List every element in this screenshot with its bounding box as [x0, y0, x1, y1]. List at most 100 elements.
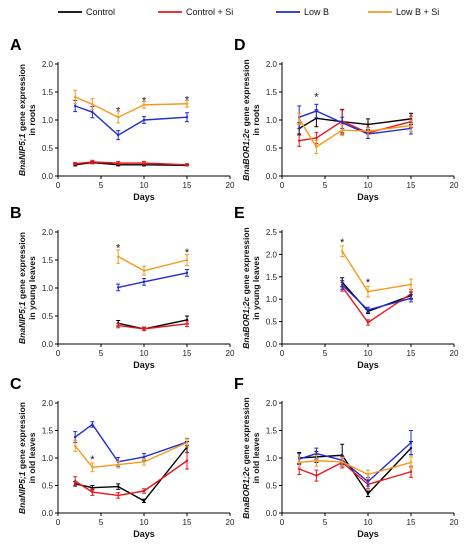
x-axis-label-F: Days — [357, 529, 379, 539]
data-point-B-2-2 — [185, 271, 189, 275]
data-point-F-0-3 — [366, 492, 370, 495]
y-axis-label-text-E: gene expression — [241, 227, 251, 296]
y-tick-label-B-3: 1.5 — [42, 256, 54, 265]
data-point-F-3-3 — [366, 473, 370, 476]
x-axis-label-A: Days — [133, 192, 155, 202]
significance-mark-D-0: * — [314, 91, 319, 103]
legend-label-3: Low B + Si — [396, 7, 439, 17]
x-axis-label-C: Days — [133, 529, 155, 539]
y-tick-label-E-3: 1.5 — [266, 273, 278, 282]
panel-label-F: F — [234, 376, 244, 393]
data-point-C-0-2 — [117, 485, 120, 488]
y-axis-label-C: BnaNIP5;1 gene expression — [17, 402, 27, 514]
panel-F: F 0 5 10 15 20 0.0 0.5 1.0 1.5 2.0 Days BnaBOR1;2c g… — [234, 376, 459, 539]
y-axis-label-text-D: gene expression — [241, 59, 251, 128]
x-tick-label-D-3: 15 — [407, 181, 416, 190]
y-tick-label-A-4: 2.0 — [42, 60, 54, 69]
y-axis-label-gene-B: BnaNIP5;1 — [17, 301, 27, 344]
panel-E: E 0 5 10 15 20 0.0 0.5 1.0 1.5 2.0 2.5 Days BnaBOR1;2… — [234, 205, 459, 370]
data-point-E-3-0 — [341, 250, 344, 253]
x-tick-label-A-2: 10 — [140, 181, 149, 190]
data-point-D-1-0 — [298, 139, 301, 142]
y-tick-label-D-4: 2.0 — [266, 60, 278, 69]
data-point-E-3-1 — [366, 290, 370, 293]
y-tick-label-D-2: 1.0 — [266, 116, 278, 125]
panel-label-E: E — [234, 205, 245, 222]
data-point-A-3-2 — [117, 116, 120, 119]
series-B-2 — [116, 269, 189, 292]
data-point-E-2-1 — [366, 308, 370, 312]
x-tick-label-C-3: 15 — [183, 518, 192, 527]
data-point-B-1-1 — [142, 327, 146, 331]
series-line-B-3 — [117, 256, 188, 272]
data-point-C-1-1 — [91, 490, 94, 494]
data-point-A-3-1 — [91, 103, 94, 106]
data-point-C-3-2 — [117, 463, 120, 466]
data-point-A-1-0 — [74, 162, 77, 165]
significance-mark-C-0: * — [90, 454, 95, 466]
x-tick-label-B-0: 0 — [56, 349, 61, 358]
series-C-3 — [73, 437, 189, 473]
x-tick-label-E-2: 10 — [364, 349, 373, 358]
data-point-C-0-3 — [142, 499, 146, 503]
data-point-A-3-0 — [74, 95, 77, 99]
series-B-1 — [116, 320, 189, 332]
data-point-F-3-2 — [341, 460, 344, 464]
y-tick-label-C-0: 0.0 — [42, 509, 54, 518]
data-point-C-1-4 — [185, 459, 189, 462]
data-point-C-1-3 — [142, 489, 146, 493]
y-axis-label-tissue-F: in old leaves — [251, 432, 261, 483]
panel-B: B 0 5 10 15 20 0.0 0.5 1.0 1.5 2.0 Days BnaNIP5;1 ge… — [10, 205, 235, 370]
legend-label-2: Low B — [304, 7, 329, 17]
data-point-D-3-3 — [366, 130, 370, 133]
significance-mark-A-2: * — [185, 94, 190, 106]
x-tick-label-A-0: 0 — [56, 181, 61, 190]
data-point-B-3-1 — [142, 269, 146, 272]
data-point-B-3-2 — [185, 258, 189, 262]
y-axis-label-tissue-D: in roots — [251, 104, 261, 135]
y-tick-label-C-1: 0.5 — [42, 482, 54, 491]
significance-mark-B-0: * — [116, 243, 121, 255]
legend-label-1: Control + Si — [186, 7, 233, 17]
x-tick-label-B-3: 15 — [183, 349, 192, 358]
significance-mark-A-0: * — [116, 105, 121, 117]
legend: Control Control + Si Low B Low B + Si — [58, 7, 439, 17]
series-E-1 — [340, 281, 413, 326]
series-A-2 — [73, 99, 189, 141]
y-axis-label-text-F: gene expression — [241, 397, 251, 466]
x-tick-label-E-3: 15 — [407, 349, 416, 358]
y-tick-label-E-1: 0.5 — [266, 318, 278, 327]
y-axis-label-B: BnaNIP5;1 gene expression — [17, 232, 27, 344]
data-point-C-3-3 — [142, 460, 146, 464]
series-E-3 — [340, 245, 413, 298]
series-line-E-3 — [341, 250, 412, 293]
series-B-3 — [116, 249, 189, 276]
x-tick-label-D-4: 20 — [450, 181, 459, 190]
data-point-B-2-1 — [142, 280, 146, 284]
data-point-E-2-0 — [341, 283, 344, 287]
y-tick-label-B-4: 2.0 — [42, 228, 54, 237]
data-point-A-2-0 — [74, 104, 77, 108]
x-tick-label-F-0: 0 — [280, 518, 285, 527]
y-tick-label-D-1: 0.5 — [266, 144, 278, 153]
x-tick-label-E-1: 5 — [323, 349, 328, 358]
y-tick-label-A-3: 1.5 — [42, 88, 54, 97]
x-tick-label-F-1: 5 — [323, 518, 328, 527]
x-axis-label-D: Days — [357, 192, 379, 202]
x-tick-label-F-4: 20 — [450, 518, 459, 527]
significance-mark-B-1: * — [185, 247, 190, 259]
data-point-C-2-0 — [74, 435, 77, 439]
data-point-C-1-0 — [74, 479, 77, 483]
data-point-F-3-1 — [315, 459, 318, 462]
data-point-D-3-4 — [409, 124, 413, 127]
panel-C: C 0 5 10 15 20 0.0 0.5 1.0 1.5 2.0 Days BnaNIP5;1 ge… — [10, 376, 235, 539]
data-point-C-2-1 — [91, 423, 94, 426]
x-tick-label-F-3: 15 — [407, 518, 416, 527]
data-point-F-1-4 — [409, 470, 413, 473]
data-point-D-3-2 — [341, 128, 344, 132]
y-axis-label-gene-A: BnaNIP5;1 — [17, 133, 27, 176]
series-line-E-2 — [341, 284, 412, 311]
y-axis-label-text-B: gene expression — [17, 232, 27, 301]
x-tick-label-A-3: 15 — [183, 181, 192, 190]
y-tick-label-B-1: 0.5 — [42, 312, 54, 321]
